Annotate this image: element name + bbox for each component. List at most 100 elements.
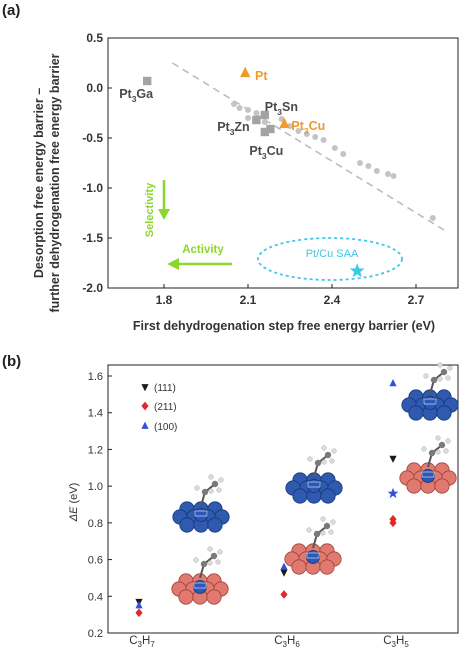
y-tick-label: 1.2 <box>88 444 103 456</box>
pt-surface-c3h7-111 <box>172 474 230 533</box>
panel-b-plot-frame <box>107 364 459 634</box>
panel-b-label: (b) <box>2 353 21 370</box>
saa-label: Pt/Cu SAA <box>306 248 359 260</box>
data-point-triangle <box>279 117 290 129</box>
panel-b-ylabel: ΔE (eV) <box>68 483 80 523</box>
y-tick-label: -0.5 <box>82 131 103 145</box>
y-tick-label: 0.0 <box>86 81 103 95</box>
y-tick-label: 0.8 <box>88 518 103 530</box>
data-point-100 <box>389 379 397 387</box>
data-point-square <box>266 124 275 134</box>
point-label: Pt3Zn <box>217 120 250 137</box>
data-point-square <box>252 115 261 125</box>
x-tick-label: 1.8 <box>156 293 173 307</box>
data-point-111 <box>280 569 288 577</box>
data-point-circle <box>331 145 338 151</box>
point-label: Pt3Sn <box>265 100 298 117</box>
data-point-circle <box>245 107 251 113</box>
activity-label: Activity <box>182 244 224 256</box>
legend-label: (100) <box>154 422 177 433</box>
y-tick-label: 0.6 <box>88 555 103 567</box>
saa-ellipse <box>257 237 403 281</box>
x-tick-label: 2.4 <box>324 293 341 307</box>
y-tick-label: 1.6 <box>88 371 103 383</box>
x-tick-label: 2.7 <box>408 293 425 307</box>
point-label: Pt <box>255 69 268 83</box>
legend-label: (111) <box>154 383 176 394</box>
data-point-circle <box>312 134 319 140</box>
panel-a-points <box>143 66 436 278</box>
y-tick-label: -1.5 <box>82 231 103 245</box>
y-tick-label: 1.4 <box>88 408 103 420</box>
data-point-circle <box>236 105 243 111</box>
panel-b: (b) ΔE (eV) 0.2 0.4 0.6 0.8 1.0 1.2 1.4 1.6 C3H… <box>2 353 459 649</box>
pt-surface-c3h7-211 <box>171 546 229 605</box>
panel-a-xlabel: First dehydrogenation step free energy b… <box>133 319 435 333</box>
panel-a-ylabel-line2: further dehydrogenation free energy barr… <box>48 53 62 312</box>
legend-label: (211) <box>154 402 177 413</box>
data-point-circle <box>373 168 380 174</box>
y-tick-label: 1.0 <box>88 481 103 493</box>
panel-b-y-axis: 0.2 0.4 0.6 0.8 1.0 1.2 1.4 1.6 <box>88 371 112 640</box>
trend-line <box>171 62 445 231</box>
data-point-211 <box>280 590 288 599</box>
category-label: C3H7 <box>129 635 155 649</box>
data-point-triangle <box>240 66 251 78</box>
activity-arrowhead <box>167 258 179 270</box>
data-point-circle <box>365 163 372 169</box>
selectivity-arrowhead <box>158 209 170 220</box>
y-tick-label: -2.0 <box>82 281 103 295</box>
point-label: Pt3Cu <box>249 144 283 161</box>
category-label: C3H6 <box>274 635 300 649</box>
data-point-square <box>143 76 152 86</box>
panel-a: (a) Desorption free energy barrier – fur… <box>2 2 459 333</box>
data-point-circle <box>429 215 436 221</box>
data-point-square <box>260 127 269 137</box>
data-point-circle <box>390 173 397 179</box>
panel-a-y-axis: 0.5 0.0 -0.5 -1.0 -1.5 -2.0 <box>82 31 112 295</box>
panel-b-points <box>135 379 399 618</box>
data-point-circle <box>295 128 302 134</box>
y-tick-label: -1.0 <box>82 181 103 195</box>
point-label: Pt3Ga <box>119 87 154 104</box>
data-point-star <box>387 487 399 499</box>
panel-b-x-axis: C3H7 C3H6 C3H5 <box>129 635 409 649</box>
pt-surface-c3h6-111 <box>285 445 343 504</box>
point-label: Pt3Cu <box>291 119 325 136</box>
y-tick-label: 0.2 <box>88 628 103 640</box>
data-point-111 <box>389 455 397 463</box>
y-tick-label: 0.5 <box>86 31 103 45</box>
panel-a-ylabel-line1: Desorption free energy barrier – <box>32 88 46 278</box>
y-tick-label: 0.4 <box>88 591 103 603</box>
data-point-star <box>349 263 365 278</box>
data-point-circle <box>303 131 310 137</box>
legend-marker <box>141 384 149 392</box>
data-point-100 <box>135 601 143 609</box>
panel-b-legend: (111) (211) (100) <box>141 383 177 433</box>
data-point-circle <box>231 101 237 107</box>
pt-surface-c3h6-211 <box>284 516 342 575</box>
data-point-100 <box>280 562 288 570</box>
data-point-circle <box>385 171 391 177</box>
panel-a-label: (a) <box>2 2 20 19</box>
data-point-circle <box>357 160 363 166</box>
adsorbate-illustrations <box>171 362 459 605</box>
selectivity-label: Selectivity <box>144 182 156 237</box>
data-point-211 <box>135 608 143 618</box>
pt-surface-c3h5-111 <box>401 362 459 421</box>
panel-a-plot-frame <box>107 37 459 289</box>
pt-surface-c3h5-211 <box>399 435 457 494</box>
legend-marker <box>141 421 149 429</box>
data-point-211 <box>389 514 397 524</box>
panel-a-point-labels: Pt3Ga Pt Pt3Sn Pt3Zn Pt3Cu Pt3Cu <box>119 69 325 161</box>
data-point-circle <box>340 151 347 157</box>
data-point-circle <box>253 110 260 116</box>
data-point-circle <box>320 137 327 143</box>
data-point-circle <box>245 115 251 121</box>
panel-a-x-axis: 1.8 2.1 2.4 2.7 <box>156 284 425 307</box>
legend-marker <box>141 401 149 411</box>
category-label: C3H5 <box>383 635 409 649</box>
data-point-circle <box>261 119 268 125</box>
data-point-square <box>260 110 269 120</box>
